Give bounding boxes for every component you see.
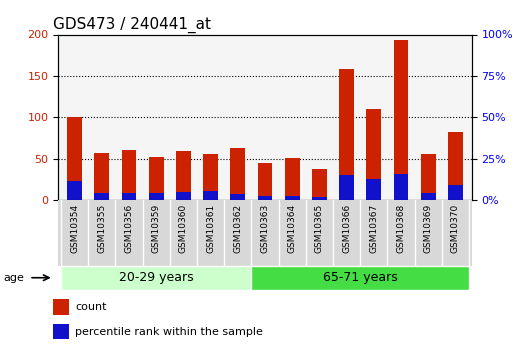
Text: GSM10356: GSM10356: [125, 203, 134, 253]
Text: count: count: [75, 302, 107, 312]
Bar: [366, 179, 381, 200]
Bar: [421, 154, 436, 200]
Text: GSM10364: GSM10364: [288, 203, 297, 253]
Bar: [176, 192, 191, 200]
Text: GSM10370: GSM10370: [451, 203, 460, 253]
Bar: [448, 185, 463, 200]
Bar: [393, 40, 409, 200]
Bar: [231, 194, 245, 200]
Bar: [176, 151, 191, 200]
Bar: [53, 299, 69, 315]
Text: 20-29 years: 20-29 years: [119, 271, 193, 284]
Bar: [393, 174, 409, 200]
Text: GSM10354: GSM10354: [70, 203, 79, 253]
Bar: [366, 109, 381, 200]
Bar: [448, 132, 463, 200]
Bar: [149, 157, 164, 200]
Text: GDS473 / 240441_at: GDS473 / 240441_at: [53, 17, 211, 33]
Bar: [53, 324, 69, 339]
Text: GSM10359: GSM10359: [152, 203, 161, 253]
Bar: [94, 153, 109, 200]
Text: GSM10361: GSM10361: [206, 203, 215, 253]
Bar: [285, 196, 299, 200]
Bar: [312, 197, 327, 200]
Text: GSM10368: GSM10368: [396, 203, 405, 253]
Bar: [203, 154, 218, 200]
Bar: [149, 193, 164, 200]
Text: percentile rank within the sample: percentile rank within the sample: [75, 327, 263, 337]
Text: GSM10363: GSM10363: [261, 203, 269, 253]
FancyBboxPatch shape: [251, 266, 469, 290]
Bar: [67, 181, 82, 200]
Bar: [421, 193, 436, 200]
Bar: [339, 69, 354, 200]
Text: GSM10355: GSM10355: [98, 203, 107, 253]
Text: GSM10366: GSM10366: [342, 203, 351, 253]
Bar: [285, 158, 299, 200]
Text: GSM10362: GSM10362: [233, 203, 242, 253]
Text: GSM10360: GSM10360: [179, 203, 188, 253]
FancyBboxPatch shape: [61, 266, 251, 290]
Bar: [203, 191, 218, 200]
Bar: [312, 169, 327, 200]
Text: 65-71 years: 65-71 years: [323, 271, 398, 284]
Bar: [258, 196, 272, 200]
Bar: [67, 117, 82, 200]
Bar: [231, 148, 245, 200]
Bar: [94, 194, 109, 200]
Bar: [339, 175, 354, 200]
Text: GSM10369: GSM10369: [423, 203, 432, 253]
Text: age: age: [3, 273, 24, 283]
Bar: [258, 163, 272, 200]
Bar: [121, 150, 137, 200]
Text: GSM10365: GSM10365: [315, 203, 324, 253]
Text: GSM10367: GSM10367: [369, 203, 378, 253]
Bar: [121, 193, 137, 200]
